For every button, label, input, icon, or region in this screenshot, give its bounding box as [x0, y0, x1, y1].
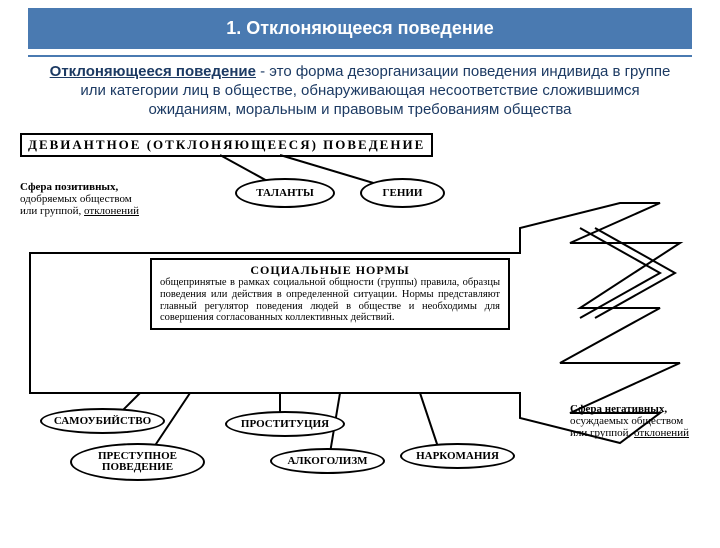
node-narkomania: НАРКОМАНИЯ: [400, 443, 515, 469]
negative-line3: или группой,: [570, 427, 634, 439]
node-prostitution-label: ПРОСТИТУЦИЯ: [241, 418, 329, 430]
positive-line1: Сфера позитивных,: [20, 181, 160, 193]
negative-sphere-label: Сфера негативных, осуждаемых обществом и…: [570, 403, 710, 439]
node-crime: ПРЕСТУПНОЕ ПОВЕДЕНИЕ: [70, 443, 205, 481]
negative-line1: Сфера негативных,: [570, 403, 710, 415]
positive-line2: одобряемых обществом: [20, 193, 160, 205]
negative-line2: осуждаемых обществом: [570, 415, 710, 427]
diagram-area: ДЕВИАНТНОЕ (ОТКЛОНЯЮЩЕЕСЯ) ПОВЕДЕНИЕ Сфе…: [20, 133, 700, 513]
positive-line3: или группой,: [20, 205, 84, 217]
node-crime-l2: ПОВЕДЕНИЕ: [102, 462, 173, 473]
norms-body: общепринятые в рамках социальной общност…: [160, 277, 500, 323]
diagram-main-title: ДЕВИАНТНОЕ (ОТКЛОНЯЮЩЕЕСЯ) ПОВЕДЕНИЕ: [20, 133, 433, 157]
slide-title: 1. Отклоняющееся поведение: [226, 18, 494, 38]
node-suicide-label: САМОУБИЙСТВО: [54, 415, 151, 427]
norms-title: СОЦИАЛЬНЫЕ НОРМЫ: [160, 264, 500, 277]
node-narkomania-label: НАРКОМАНИЯ: [416, 450, 499, 462]
positive-sphere-label: Сфера позитивных, одобряемых обществом и…: [20, 181, 160, 217]
slide-header: 1. Отклоняющееся поведение: [28, 8, 692, 49]
node-genii: ГЕНИИ: [360, 178, 445, 208]
node-alcoholism-label: АЛКОГОЛИЗМ: [287, 455, 367, 467]
definition-block: Отклоняющееся поведение - это форма дезо…: [28, 55, 692, 129]
node-talents-label: ТАЛАНТЫ: [256, 187, 314, 199]
social-norms-box: СОЦИАЛЬНЫЕ НОРМЫ общепринятые в рамках с…: [150, 258, 510, 329]
node-alcoholism: АЛКОГОЛИЗМ: [270, 448, 385, 474]
positive-underline: отклонений: [84, 205, 139, 217]
node-genii-label: ГЕНИИ: [382, 187, 422, 199]
negative-underline: отклонений: [634, 427, 689, 439]
node-prostitution: ПРОСТИТУЦИЯ: [225, 411, 345, 437]
node-talents: ТАЛАНТЫ: [235, 178, 335, 208]
definition-term: Отклоняющееся поведение: [50, 63, 256, 80]
node-suicide: САМОУБИЙСТВО: [40, 408, 165, 434]
